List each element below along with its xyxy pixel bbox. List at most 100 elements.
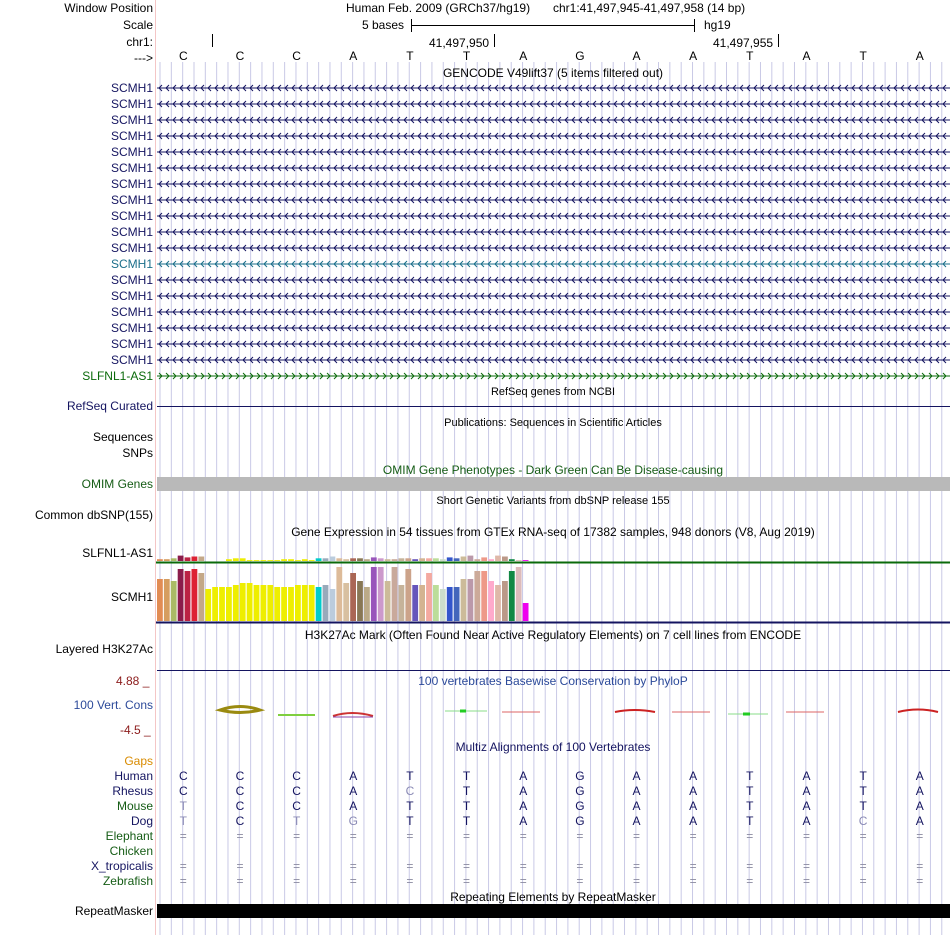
gene-feature-line[interactable] (157, 193, 950, 207)
gtex-bar[interactable] (474, 571, 481, 621)
gene-feature-line[interactable] (157, 353, 950, 367)
gtex-bar[interactable] (226, 559, 232, 561)
gtex-bar[interactable] (412, 559, 419, 561)
gene-feature-line[interactable] (157, 241, 950, 255)
gtex-bar[interactable] (357, 581, 363, 621)
gtex-bar[interactable] (419, 558, 425, 561)
gtex-bar[interactable] (157, 559, 163, 561)
gtex-bar[interactable] (267, 585, 274, 621)
gtex-bar[interactable] (460, 556, 467, 562)
sequences-label[interactable]: Sequences (92, 430, 153, 444)
species-label[interactable]: Mouse (116, 799, 153, 813)
gtex-bar[interactable] (315, 558, 322, 561)
gtex-bar[interactable] (350, 558, 356, 561)
gtex-bar[interactable] (384, 559, 391, 561)
gtex-bar[interactable] (205, 589, 212, 621)
gtex-bar[interactable] (260, 585, 267, 621)
gene-feature-line[interactable] (157, 129, 950, 143)
gene-feature-line[interactable] (157, 305, 950, 319)
gtex-bar[interactable] (398, 558, 405, 561)
gtex-bar[interactable] (426, 558, 432, 561)
gtex-bar[interactable] (350, 573, 356, 621)
gtex-bar[interactable] (405, 558, 412, 561)
gtex-bar[interactable] (446, 587, 453, 621)
gtex-bar[interactable] (308, 585, 315, 621)
gene-feature-line[interactable] (157, 289, 950, 303)
gtex-bar[interactable] (433, 585, 439, 621)
gtex-bar[interactable] (467, 555, 474, 561)
gene-feature-line[interactable] (157, 369, 950, 383)
gtex-bar[interactable] (260, 560, 267, 561)
gtex-bar[interactable] (370, 567, 377, 621)
gtex-bar[interactable] (370, 557, 377, 561)
species-label[interactable]: Chicken (109, 844, 153, 858)
gtex-bar[interactable] (212, 587, 218, 621)
gtex-bar[interactable] (253, 560, 260, 561)
gtex-bar[interactable] (232, 585, 239, 621)
gtex-bar[interactable] (274, 560, 281, 561)
gtex-bar[interactable] (419, 585, 425, 621)
gtex-bar[interactable] (226, 587, 232, 621)
gene-feature-line[interactable] (157, 273, 950, 287)
gtex-bar[interactable] (515, 567, 522, 621)
omim-label[interactable]: OMIM Genes (81, 477, 153, 491)
gtex-bar[interactable] (481, 571, 488, 621)
gtex-bar[interactable] (508, 571, 515, 621)
gene-label[interactable]: SCMH1 (110, 97, 153, 111)
gtex-bar[interactable] (377, 558, 384, 561)
gene-label[interactable]: SLFNL1-AS1 (82, 369, 153, 383)
gtex-bar[interactable] (384, 581, 391, 621)
gene-label[interactable]: SCMH1 (110, 273, 153, 287)
gtex-bar[interactable] (474, 559, 481, 561)
gtex-bar[interactable] (177, 555, 184, 561)
gtex-bar[interactable] (157, 579, 163, 621)
gtex-bar[interactable] (522, 603, 529, 621)
gene-label[interactable]: SCMH1 (110, 289, 153, 303)
gtex-label-slfnl1-as1[interactable]: SLFNL1-AS1 (82, 546, 153, 560)
species-label[interactable]: Dog (130, 814, 153, 828)
gene-label[interactable]: SCMH1 (110, 305, 153, 319)
gtex-bar[interactable] (502, 556, 508, 562)
gene-label[interactable]: SCMH1 (110, 145, 153, 159)
gtex-bar[interactable] (426, 573, 432, 621)
gtex-bar[interactable] (239, 583, 246, 621)
gtex-bar[interactable] (288, 559, 294, 561)
gtex-bar[interactable] (308, 560, 315, 561)
gtex-bar[interactable] (198, 573, 205, 621)
dbsnp-label[interactable]: Common dbSNP(155) (34, 508, 153, 522)
gtex-bar[interactable] (288, 587, 294, 621)
species-label[interactable]: Rhesus (112, 784, 153, 798)
gtex-bar[interactable] (198, 556, 205, 562)
snps-label[interactable]: SNPs (122, 446, 153, 460)
gtex-bar[interactable] (232, 558, 239, 561)
gtex-bar[interactable] (184, 557, 191, 561)
gene-feature-line[interactable] (157, 145, 950, 159)
gtex-bar[interactable] (515, 560, 522, 561)
gtex-bar[interactable] (453, 558, 460, 561)
gtex-bar[interactable] (439, 589, 446, 621)
gtex-label-scmh1[interactable]: SCMH1 (110, 590, 153, 604)
gene-label[interactable]: SCMH1 (110, 257, 153, 271)
gtex-bar[interactable] (343, 583, 350, 621)
species-label[interactable]: Zebrafish (102, 874, 153, 888)
gene-feature-line[interactable] (157, 209, 950, 223)
gtex-bar[interactable] (295, 560, 301, 561)
species-label[interactable]: X_tropicalis (90, 859, 153, 873)
gene-label[interactable]: SCMH1 (110, 337, 153, 351)
gene-label[interactable]: SCMH1 (110, 209, 153, 223)
h3k27ac-label[interactable]: Layered H3K27Ac (55, 642, 153, 656)
gtex-bar[interactable] (357, 558, 363, 561)
repeatmasker-label[interactable]: RepeatMasker (74, 904, 153, 918)
gtex-bar[interactable] (219, 587, 225, 621)
gene-feature-line[interactable] (157, 97, 950, 111)
gtex-bar[interactable] (163, 559, 170, 561)
gtex-bar[interactable] (301, 559, 308, 561)
gtex-bar[interactable] (170, 558, 177, 561)
gtex-bar[interactable] (239, 558, 246, 561)
gene-feature-line[interactable] (157, 113, 950, 127)
gtex-bar[interactable] (274, 587, 281, 621)
gtex-bar[interactable] (439, 559, 446, 561)
gene-label[interactable]: SCMH1 (110, 161, 153, 175)
